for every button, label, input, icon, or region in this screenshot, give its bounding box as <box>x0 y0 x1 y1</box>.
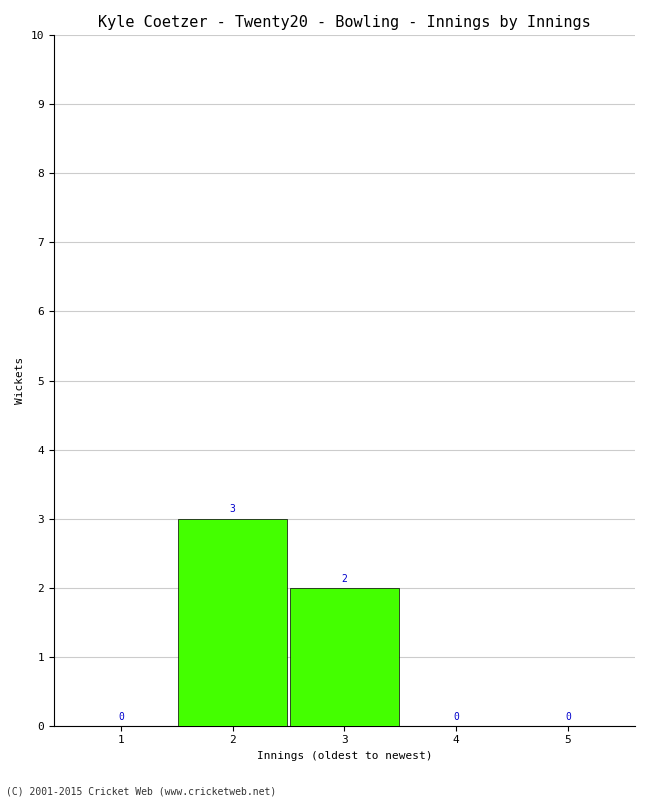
Bar <box>178 518 287 726</box>
Text: 2: 2 <box>341 574 347 583</box>
Text: 0: 0 <box>453 711 459 722</box>
Text: 3: 3 <box>229 505 235 514</box>
Text: 0: 0 <box>118 711 124 722</box>
Bar <box>290 588 398 726</box>
Title: Kyle Coetzer - Twenty20 - Bowling - Innings by Innings: Kyle Coetzer - Twenty20 - Bowling - Inni… <box>98 15 591 30</box>
Text: 0: 0 <box>565 711 571 722</box>
Text: (C) 2001-2015 Cricket Web (www.cricketweb.net): (C) 2001-2015 Cricket Web (www.cricketwe… <box>6 786 277 796</box>
X-axis label: Innings (oldest to newest): Innings (oldest to newest) <box>257 751 432 761</box>
Y-axis label: Wickets: Wickets <box>15 357 25 404</box>
